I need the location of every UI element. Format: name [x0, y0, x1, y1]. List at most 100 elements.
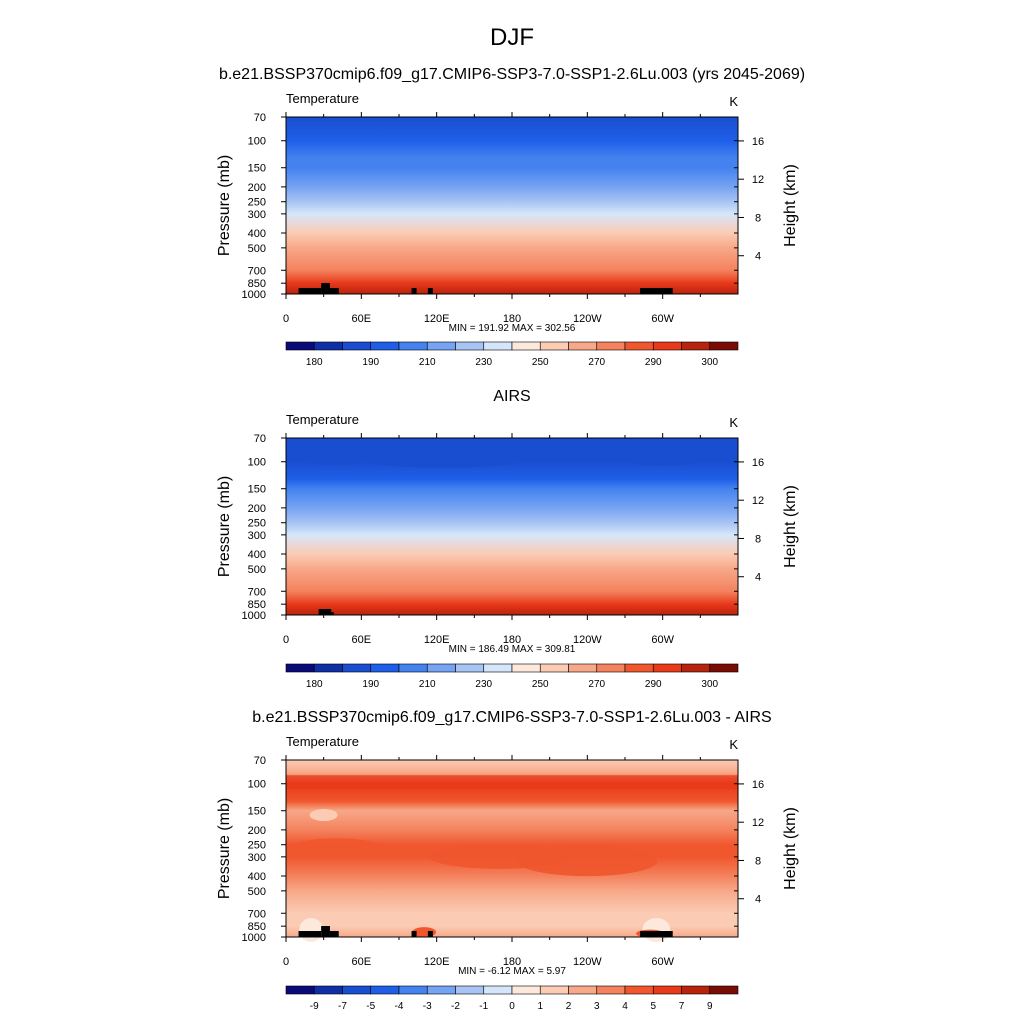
y-tick-label: 150 — [248, 484, 266, 496]
y-tick-label: 850 — [248, 278, 266, 290]
colorbar-box — [285, 985, 315, 995]
y-right-tick-label: 12 — [752, 817, 764, 829]
colorbar-label: 9 — [707, 1001, 713, 1012]
y-tick-label: 100 — [248, 457, 266, 469]
y-tick-label: 850 — [248, 599, 266, 611]
topography-block — [321, 283, 330, 294]
colorbar-box — [709, 341, 739, 351]
colorbar-box — [652, 985, 682, 995]
colorbar-box — [398, 663, 428, 673]
cold-core-blob — [306, 458, 367, 465]
colorbar-label: 300 — [701, 357, 718, 368]
topography-block — [427, 931, 433, 937]
topography-block — [298, 931, 322, 937]
y-right-tick-label: 4 — [755, 894, 761, 906]
x-tick-label: 60W — [651, 956, 674, 968]
colorbar-label: 300 — [701, 679, 718, 690]
x-tick-label: 0 — [283, 313, 289, 325]
y-right-tick-label: 16 — [752, 779, 764, 791]
colorbar-box — [568, 341, 598, 351]
x-tick-label: 120E — [424, 956, 450, 968]
colorbar-box — [455, 663, 485, 673]
colorbar-box — [370, 341, 400, 351]
cold-core-blob — [630, 457, 695, 466]
cold-core-blob — [370, 455, 515, 468]
x-tick-label: 180 — [503, 634, 521, 646]
y-tick-label: 1000 — [242, 932, 266, 944]
colorbar-box — [624, 985, 654, 995]
y-tick-label: 200 — [248, 825, 266, 837]
colorbar-box — [285, 663, 315, 673]
topography-block — [321, 926, 330, 937]
colorbar-box — [370, 663, 400, 673]
y-right-tick-label: 12 — [752, 174, 764, 186]
colorbar-box — [426, 663, 456, 673]
warm-blob-upper — [291, 838, 382, 857]
colorbar-box — [313, 341, 343, 351]
colorbar: -9 -7 -5 -4 -3 -2 -1 0 1 2 3 4 5 7 9 — [285, 985, 739, 1012]
colorbar: 180 190 210 230 250 270 290 300 — [285, 663, 739, 690]
units-label: K — [729, 415, 738, 430]
colorbar-box — [455, 985, 485, 995]
field-features — [306, 455, 695, 468]
warm-band-tropopause — [286, 775, 738, 790]
y-tick-label: 1000 — [242, 289, 266, 301]
cool-patch — [299, 917, 324, 942]
ylabel-right: Height (km) — [782, 807, 799, 890]
topography-block — [331, 612, 334, 615]
ylabel: Pressure (mb) — [216, 155, 233, 256]
colorbar-label: -4 — [395, 1001, 404, 1012]
panel-difference: b.e21.BSSP370cmip6.f09_g17.CMIP6-SSP3-7.… — [216, 709, 799, 1012]
colorbar-label: 5 — [650, 1001, 656, 1012]
colorbar-box — [596, 341, 626, 351]
x-tick-label: 60E — [352, 634, 372, 646]
topography-block — [411, 931, 417, 937]
x-tick-label: 120W — [573, 313, 602, 325]
colorbar-box — [681, 985, 711, 995]
colorbar-box — [681, 341, 711, 351]
units-label: K — [729, 94, 738, 109]
y-right-tick-label: 4 — [755, 251, 761, 263]
colorbar-box — [681, 663, 711, 673]
y-right-tick-label: 16 — [752, 136, 764, 148]
y-tick-label: 850 — [248, 921, 266, 933]
colorbar-box — [426, 985, 456, 995]
colorbar-label: -7 — [338, 1001, 347, 1012]
colorbar-box — [596, 985, 626, 995]
colorbar-label: 0 — [509, 1001, 515, 1012]
colorbar-box — [539, 985, 569, 995]
y-tick-label: 250 — [248, 197, 266, 209]
topography-block — [640, 931, 673, 937]
y-right-tick-label: 8 — [755, 212, 761, 224]
variable-label: Temperature — [286, 412, 359, 427]
plot-area — [285, 759, 739, 942]
ylabel-right: Height (km) — [782, 164, 799, 247]
variable-label: Temperature — [286, 734, 359, 749]
y-tick-label: 700 — [248, 265, 266, 277]
colorbar-label: 190 — [362, 679, 379, 690]
colorbar-label: 270 — [588, 357, 605, 368]
x-tick-label: 60W — [651, 313, 674, 325]
colorbar-box — [455, 341, 485, 351]
colorbar-label: 180 — [306, 357, 323, 368]
y-tick-label: 70 — [254, 433, 266, 445]
colorbar-box — [342, 985, 372, 995]
colorbar-box — [511, 663, 541, 673]
topography — [298, 926, 673, 937]
y-tick-label: 100 — [248, 779, 266, 791]
panel-title: b.e21.BSSP370cmip6.f09_g17.CMIP6-SSP3-7.… — [252, 709, 771, 726]
y-tick-label: 400 — [248, 549, 266, 561]
x-tick-label: 180 — [503, 313, 521, 325]
colorbar-box — [483, 985, 513, 995]
topography-block — [298, 288, 322, 294]
x-tick-label: 60E — [352, 313, 372, 325]
colorbar-label: 230 — [475, 679, 492, 690]
x-tick-label: 120E — [424, 634, 450, 646]
colorbar-box — [652, 341, 682, 351]
colorbar-label: 3 — [594, 1001, 600, 1012]
colorbar-box — [483, 341, 513, 351]
x-tick-label: 0 — [283, 634, 289, 646]
field-features — [286, 775, 738, 942]
